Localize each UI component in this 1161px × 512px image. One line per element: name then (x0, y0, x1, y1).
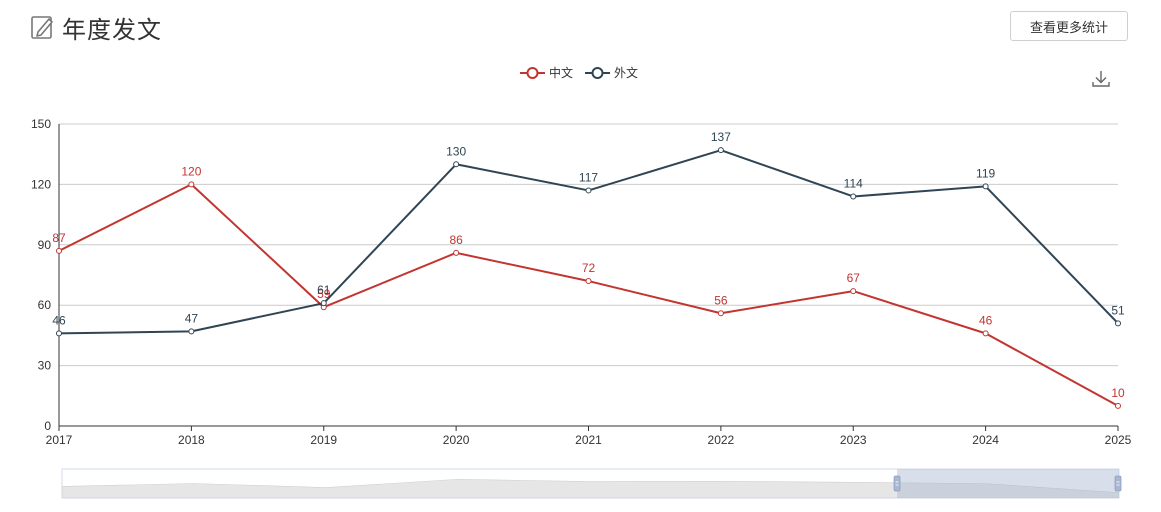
data-point (982, 183, 989, 190)
data-point (717, 310, 724, 317)
data-point (56, 330, 62, 337)
data-point (453, 249, 460, 256)
legend-item-chinese[interactable]: 中文 (520, 64, 573, 81)
y-tick-label: 150 (31, 117, 51, 131)
data-point (585, 278, 592, 285)
data-label: 61 (317, 283, 331, 297)
x-tick-label: 2020 (443, 433, 470, 447)
y-tick-label: 30 (38, 359, 52, 373)
data-label: 51 (1111, 303, 1125, 317)
data-point (717, 147, 724, 154)
data-label: 137 (711, 130, 731, 144)
x-tick-label: 2022 (708, 433, 735, 447)
data-label: 87 (52, 231, 66, 245)
data-label: 130 (446, 144, 466, 158)
data-point (1115, 402, 1121, 409)
x-tick-label: 2018 (178, 433, 205, 447)
data-label: 67 (847, 271, 861, 285)
data-label: 117 (579, 170, 598, 184)
data-label: 72 (582, 261, 596, 275)
y-tick-label: 0 (44, 419, 51, 433)
data-point (850, 193, 857, 200)
data-label: 86 (449, 233, 463, 247)
data-point (1115, 320, 1121, 327)
data-point (188, 328, 195, 335)
page-title: 年度发文 (62, 16, 162, 44)
y-tick-label: 90 (38, 238, 52, 252)
data-point (850, 288, 857, 295)
data-zoom-handle-end[interactable] (1114, 475, 1122, 492)
data-label: 46 (979, 313, 993, 327)
data-point (585, 187, 592, 194)
data-label: 56 (714, 293, 728, 307)
download-icon[interactable] (1090, 68, 1112, 90)
data-label: 47 (185, 311, 199, 325)
x-tick-label: 2024 (972, 433, 999, 447)
data-zoom-slider[interactable] (61, 468, 1122, 499)
data-zoom-selection (897, 469, 1119, 498)
x-tick-label: 2023 (840, 433, 867, 447)
x-tick-label: 2025 (1105, 433, 1132, 447)
chart-legend: 中文 外文 (520, 64, 650, 81)
y-tick-label: 120 (31, 177, 51, 191)
data-label: 10 (1111, 386, 1125, 400)
data-label: 120 (181, 164, 201, 178)
data-zoom-shadow (61, 478, 1120, 499)
legend-marker-chinese-icon (520, 66, 545, 79)
edit-document-icon (31, 16, 53, 39)
data-label: 114 (844, 176, 863, 190)
data-zoom-handle-start[interactable] (893, 475, 901, 492)
data-label: 119 (976, 166, 995, 180)
legend-item-foreign[interactable]: 外文 (585, 64, 638, 81)
data-point (188, 181, 195, 188)
legend-label-chinese: 中文 (549, 66, 574, 80)
y-tick-label: 60 (38, 298, 52, 312)
data-label: 59 (317, 287, 331, 301)
series-line-0 (58, 183, 1119, 407)
data-point (982, 330, 989, 337)
data-point (320, 300, 327, 307)
x-tick-label: 2021 (575, 433, 602, 447)
data-point (453, 161, 460, 168)
x-tick-label: 2019 (310, 433, 337, 447)
legend-marker-foreign-icon (585, 66, 611, 79)
legend-label-foreign: 外文 (614, 66, 639, 80)
data-label: 46 (52, 313, 66, 327)
x-tick-label: 2017 (46, 433, 73, 447)
data-point (56, 247, 62, 254)
header: 年度发文 (30, 10, 162, 44)
more-stats-button[interactable]: 查看更多统计 (1010, 11, 1128, 41)
